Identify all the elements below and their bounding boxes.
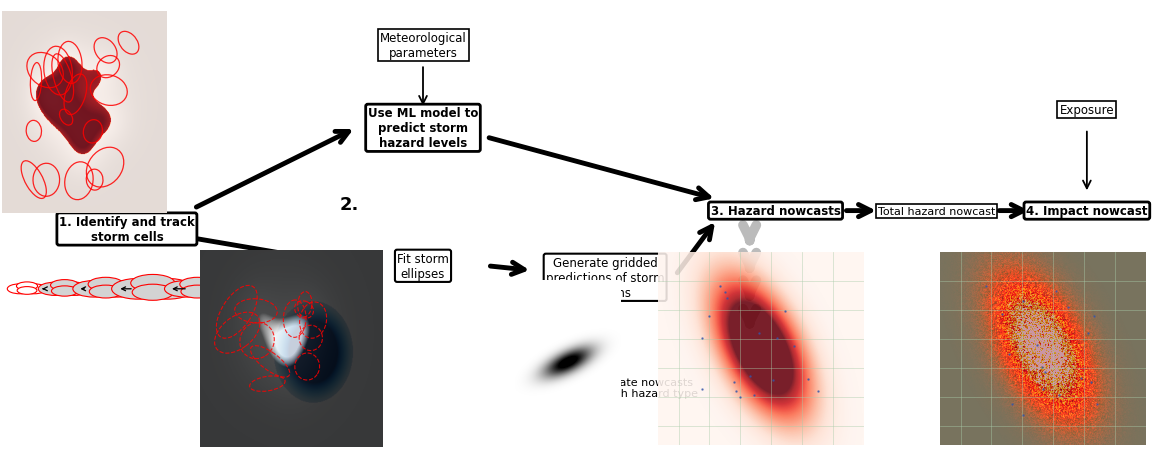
Text: 3. Hazard nowcasts: 3. Hazard nowcasts [711,205,840,218]
Circle shape [21,284,47,294]
Circle shape [89,285,122,298]
Circle shape [88,278,123,291]
Circle shape [209,283,242,296]
Circle shape [141,279,194,299]
Circle shape [222,286,248,297]
Circle shape [73,281,115,297]
Circle shape [16,282,38,291]
Circle shape [51,280,79,291]
Text: 4. Impact nowcast: 4. Impact nowcast [1026,205,1148,218]
Circle shape [112,279,164,299]
Circle shape [181,285,214,298]
Circle shape [39,283,72,296]
Circle shape [221,280,249,291]
Circle shape [52,286,78,297]
Circle shape [58,283,90,296]
Circle shape [132,285,174,301]
Text: Meteorological
parameters: Meteorological parameters [380,32,466,60]
Text: Exposure: Exposure [1060,104,1114,117]
Text: Use ML model to
predict storm
hazard levels: Use ML model to predict storm hazard lev… [368,107,478,150]
Circle shape [257,282,278,291]
Circle shape [228,283,261,296]
Text: Generate gridded
predictions of storm
locations: Generate gridded predictions of storm lo… [546,256,664,299]
Circle shape [7,284,33,294]
Circle shape [258,287,277,295]
Text: 1. Identify and track
storm cells: 1. Identify and track storm cells [59,216,195,243]
Circle shape [180,278,215,291]
Circle shape [18,287,36,295]
Text: 2.: 2. [340,195,358,213]
Text: Fit storm
ellipses: Fit storm ellipses [397,252,449,280]
Circle shape [165,281,207,297]
Text: Total hazard nowcast: Total hazard nowcast [878,206,995,216]
Circle shape [130,275,175,292]
Circle shape [262,284,288,294]
Text: Separate nowcasts
for each hazard type: Separate nowcasts for each hazard type [583,377,698,398]
Circle shape [96,281,139,297]
Circle shape [248,284,274,294]
Circle shape [188,281,230,297]
